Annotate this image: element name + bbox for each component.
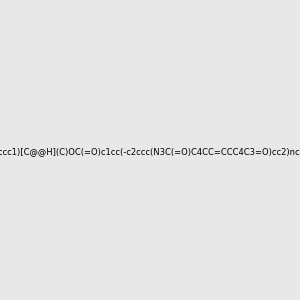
Text: O=C(c1ccccc1)[C@@H](C)OC(=O)c1cc(-c2ccc(N3C(=O)C4CC=CCC4C3=O)cc2)nc2cc(C)ccc12: O=C(c1ccccc1)[C@@H](C)OC(=O)c1cc(-c2ccc(… (0, 147, 300, 156)
